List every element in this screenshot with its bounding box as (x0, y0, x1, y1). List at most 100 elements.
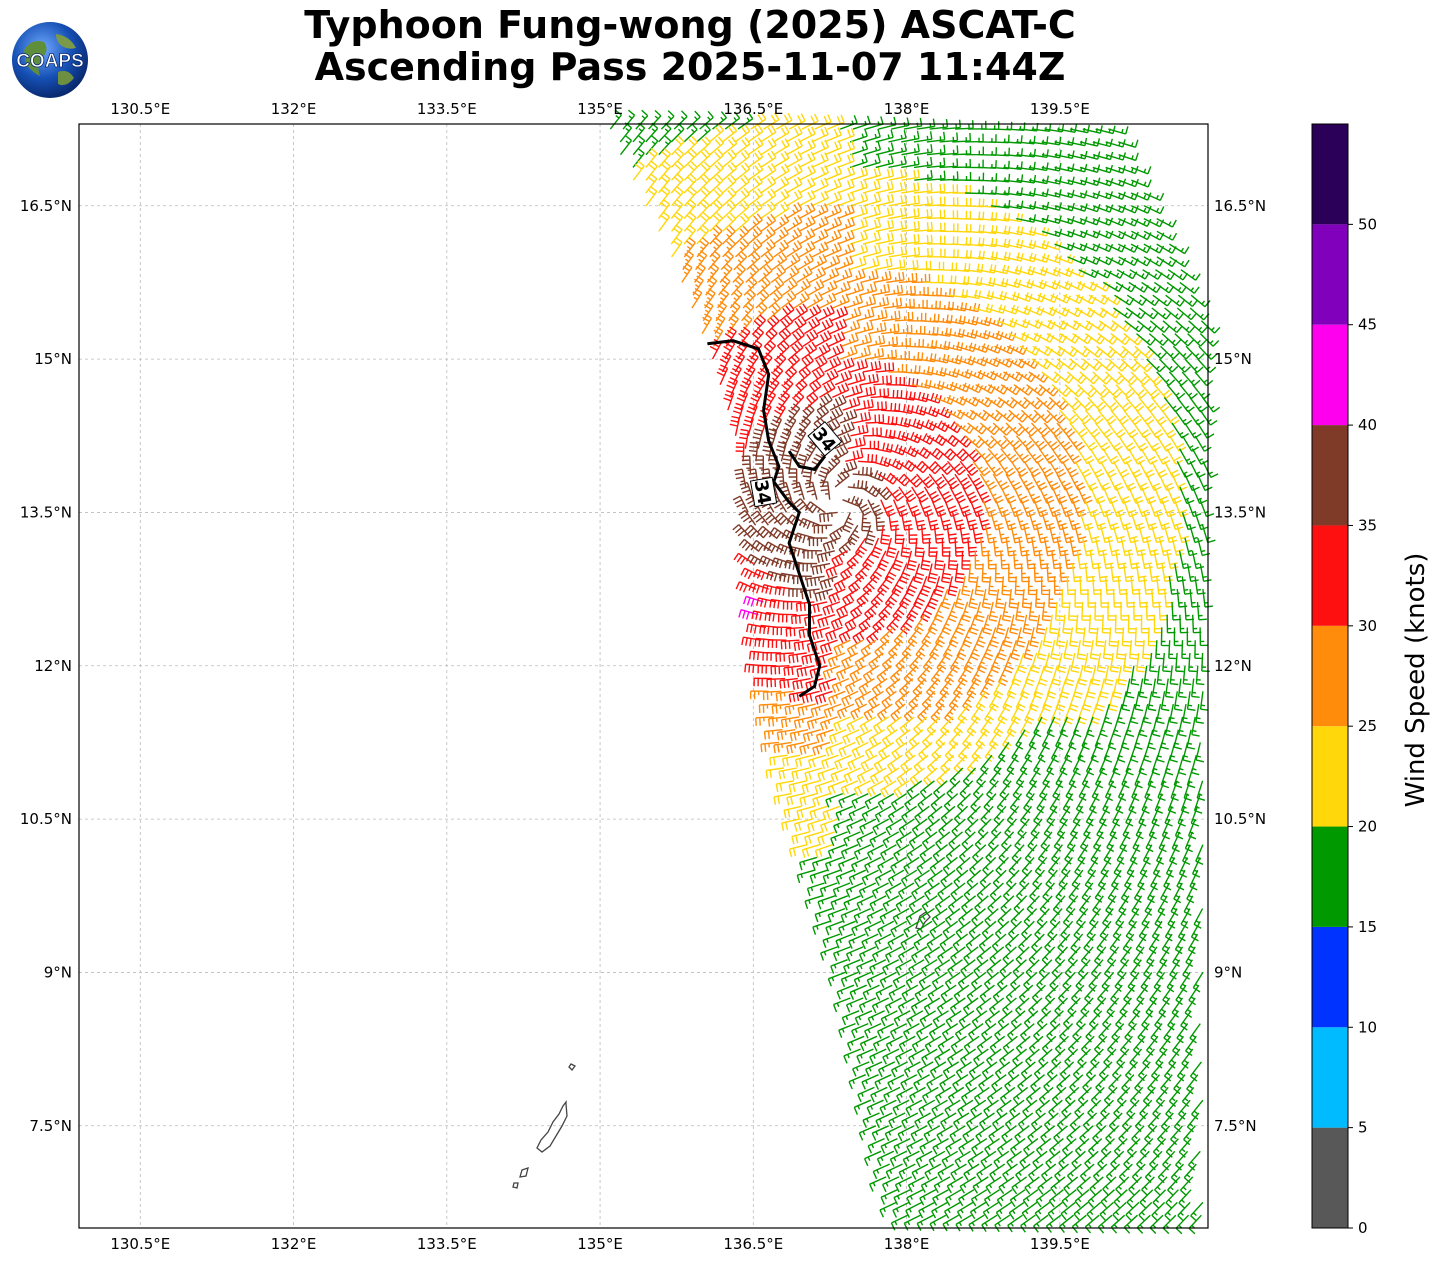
wind-barb (865, 1061, 883, 1077)
wind-barb (691, 287, 703, 309)
wind-barb (916, 473, 935, 489)
wind-barb (943, 341, 964, 352)
wind-barb (901, 805, 917, 824)
wind-barb (732, 495, 749, 513)
wind-barb (856, 959, 874, 975)
wind-barb (1183, 1163, 1197, 1184)
wind-barb (1176, 1061, 1190, 1082)
wind-barb (931, 406, 953, 419)
wind-barb (1125, 1201, 1140, 1222)
wind-barb (670, 148, 685, 168)
wind-barb (996, 1189, 1013, 1207)
wind-barb (1090, 384, 1110, 398)
wind-barb (1181, 640, 1190, 660)
wind-barb (848, 869, 866, 886)
wind-barb (824, 203, 842, 220)
wind-barb (914, 247, 933, 258)
wind-barb (738, 326, 751, 347)
wind-barb (766, 302, 782, 322)
wind-barb (837, 178, 855, 194)
wind-barb (1143, 742, 1152, 763)
wind-barb (1115, 550, 1127, 570)
wind-barbs (609, 109, 1221, 1235)
wind-barb (903, 352, 924, 362)
wind-barb (729, 415, 740, 436)
wind-barb (888, 130, 907, 143)
wind-barb (961, 831, 976, 851)
wind-barb (1010, 525, 1023, 544)
wind-barb (1130, 217, 1152, 228)
wind-barb (1148, 499, 1164, 518)
wind-barb (959, 460, 979, 476)
wind-barb (1177, 755, 1187, 776)
wind-barb (873, 754, 891, 772)
wind-barb (850, 217, 869, 232)
wind-barb (810, 253, 828, 271)
wind-barb (869, 895, 887, 912)
wind-barb (730, 275, 745, 296)
wind-barb (1135, 499, 1151, 518)
wind-barb (1000, 550, 1010, 570)
wind-barb (896, 298, 915, 309)
wind-barb (1128, 1176, 1143, 1196)
wind-barb (780, 716, 800, 728)
lon-tick-label-top: 139.5°E (1030, 100, 1090, 118)
wind-barb (683, 135, 698, 156)
wind-barb (875, 168, 895, 181)
wind-barb (989, 264, 1010, 275)
wind-barb (1118, 217, 1139, 227)
wind-barb (885, 1163, 903, 1180)
wind-barb (744, 663, 764, 673)
wind-barb (980, 537, 991, 557)
wind-barb (916, 1214, 934, 1231)
wind-barb (862, 128, 881, 143)
colorbar-label-text: Wind Speed (knots) (1401, 553, 1431, 808)
wind-barb (860, 269, 879, 284)
wind-barb (895, 652, 910, 672)
wind-barb (990, 652, 1001, 674)
wind-barb (1052, 895, 1066, 916)
wind-barb (1092, 371, 1113, 385)
wind-barb (976, 652, 987, 674)
wind-barb (931, 971, 948, 990)
wind-barb (1051, 550, 1063, 570)
wind-barb (1049, 460, 1067, 478)
wind-barb (840, 780, 859, 796)
wind-barb (886, 271, 905, 284)
wind-barb (858, 614, 874, 633)
wind-barb (709, 199, 723, 220)
wind-barb (1191, 1099, 1204, 1120)
wind-barb (764, 390, 776, 411)
wind-barb (1129, 1048, 1143, 1069)
wind-barb (746, 402, 758, 424)
wind-barb (761, 584, 782, 595)
wind-barb (1088, 614, 1098, 634)
wind-barb (765, 767, 785, 779)
wind-barb (967, 422, 988, 435)
wind-barb (1023, 305, 1045, 316)
wind-barb (932, 1137, 949, 1155)
wind-barb (1061, 856, 1073, 878)
wind-barb (911, 273, 931, 284)
wind-barb (809, 367, 825, 386)
wind-barb (671, 186, 684, 207)
wind-barb (954, 473, 972, 490)
wind-barb (845, 294, 864, 309)
wind-barb (1084, 563, 1096, 583)
wind-barb (884, 563, 897, 584)
wind-barb (1092, 895, 1104, 916)
wind-barb (963, 1163, 980, 1181)
wind-barb (966, 754, 980, 775)
wind-barb (865, 470, 886, 482)
wind-barb (1066, 435, 1086, 451)
wind-barb (993, 357, 1014, 368)
wind-barb (944, 703, 957, 724)
wind-barb (854, 690, 872, 708)
wind-barb (1043, 1112, 1059, 1132)
wind-barb (888, 194, 908, 207)
wind-barb (1067, 997, 1081, 1017)
wind-barb (658, 198, 671, 220)
wind-barb (877, 792, 895, 810)
wind-barb (1186, 1112, 1200, 1133)
wind-barb (861, 257, 880, 271)
